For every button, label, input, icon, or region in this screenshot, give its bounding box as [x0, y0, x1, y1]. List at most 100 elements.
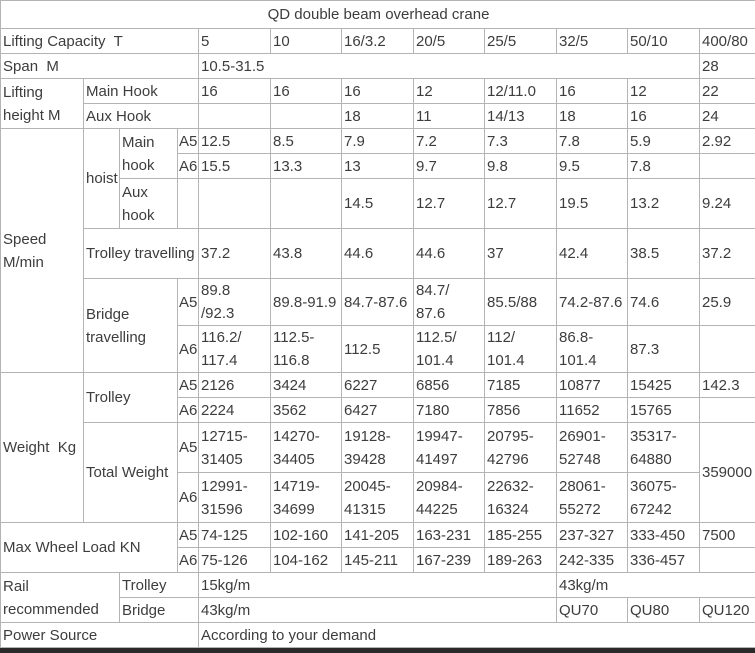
trolley-travelling-value: 37.2 [199, 229, 271, 279]
bridge-a5-value: 84.7-87.6 [342, 279, 414, 326]
main-hook-value: 16 [271, 79, 342, 104]
bridge-a5-value: 89.8 /92.3 [199, 279, 271, 326]
total-weight-a5-value: 14270- 34405 [271, 423, 342, 473]
trolley-weight-a6-value: 11652 [557, 398, 628, 423]
bridge-a6-value: 86.8- 101.4 [557, 326, 628, 373]
max-wheel-a5-value: 237-327 [557, 523, 628, 548]
total-weight-a6-value: 12991- 31596 [199, 473, 271, 523]
total-weight-a6-value: 14719- 34699 [271, 473, 342, 523]
rail-bridge-value-left: 43kg/m [199, 598, 557, 623]
max-wheel-a5-value: 163-231 [414, 523, 485, 548]
trolley-weight-a6-value: 15765 [628, 398, 700, 423]
main-hook-value: 16 [199, 79, 271, 104]
max-wheel-a6-value [700, 548, 755, 573]
main-hook-value: 22 [700, 79, 755, 104]
hoist-aux-value: 12.7 [485, 179, 557, 229]
rail-label: Rail recommended [1, 573, 120, 623]
bridge-a6-value: 87.3 [628, 326, 700, 373]
trolley-weight-label: Trolley [84, 373, 178, 423]
trolley-weight-a6-value: 3562 [271, 398, 342, 423]
hoist-aux-hook-label: Aux hook [120, 179, 178, 229]
main-hook-value: 12 [628, 79, 700, 104]
trolley-travelling-label: Trolley travelling [84, 229, 199, 279]
hoist-main-a6-value: 13 [342, 154, 414, 179]
main-hook-value: 12 [414, 79, 485, 104]
max-wheel-a6-value: 336-457 [628, 548, 700, 573]
total-weight-a5-value: 20795- 42796 [485, 423, 557, 473]
hoist-main-a5-value: 12.5 [199, 129, 271, 154]
trolley-weight-a5-value: 2126 [199, 373, 271, 398]
hoist-aux-value: 12.7 [414, 179, 485, 229]
total-weight-a6-value: 22632- 16324 [485, 473, 557, 523]
hoist-aux-value: 13.2 [628, 179, 700, 229]
a6-label: A6 [178, 548, 199, 573]
trolley-weight-a5-value: 10877 [557, 373, 628, 398]
lifting-capacity-label: Lifting Capacity T [1, 29, 199, 54]
trolley-weight-a6-value [700, 398, 755, 423]
bridge-a6-value: 112.5/ 101.4 [414, 326, 485, 373]
a5-label: A5 [178, 373, 199, 398]
bridge-a6-value: 112/ 101.4 [485, 326, 557, 373]
max-wheel-a6-value: 189-263 [485, 548, 557, 573]
hoist-aux-value: 9.24 [700, 179, 755, 229]
aux-hook-label: Aux Hook [84, 104, 199, 129]
max-wheel-a5-value: 333-450 [628, 523, 700, 548]
lifting-capacity-value: 50/10 [628, 29, 700, 54]
a6-label: A6 [178, 473, 199, 523]
empty-cell [178, 179, 199, 229]
a6-label: A6 [178, 154, 199, 179]
bridge-a5-value: 74.6 [628, 279, 700, 326]
a6-label: A6 [178, 398, 199, 423]
trolley-travelling-value: 42.4 [557, 229, 628, 279]
trolley-travelling-value: 37.2 [700, 229, 755, 279]
bridge-a5-value: 74.2-87.6 [557, 279, 628, 326]
max-wheel-a5-value: 141-205 [342, 523, 414, 548]
a5-label: A5 [178, 523, 199, 548]
bridge-a6-value: 116.2/ 117.4 [199, 326, 271, 373]
rail-bridge-qu80: QU80 [628, 598, 700, 623]
bridge-a6-value [700, 326, 755, 373]
bridge-a6-value: 112.5- 116.8 [271, 326, 342, 373]
lifting-capacity-value: 400/80 [700, 29, 755, 54]
trolley-travelling-value: 44.6 [342, 229, 414, 279]
hoist-main-a5-value: 7.8 [557, 129, 628, 154]
lifting-capacity-value: 25/5 [485, 29, 557, 54]
trolley-weight-a6-value: 7856 [485, 398, 557, 423]
hoist-main-a5-value: 8.5 [271, 129, 342, 154]
main-hook-value: 12/11.0 [485, 79, 557, 104]
hoist-main-a6-value: 7.8 [628, 154, 700, 179]
aux-hook-value: 11 [414, 104, 485, 129]
max-wheel-a6-value: 75-126 [199, 548, 271, 573]
rail-bridge-label: Bridge [120, 598, 199, 623]
aux-hook-value: 14/13 [485, 104, 557, 129]
rail-trolley-label: Trolley [120, 573, 199, 598]
hoist-main-a6-value: 9.7 [414, 154, 485, 179]
total-weight-a6-value: 20984- 44225 [414, 473, 485, 523]
lifting-capacity-value: 20/5 [414, 29, 485, 54]
a6-label: A6 [178, 326, 199, 373]
aux-hook-value [199, 104, 271, 129]
trolley-travelling-value: 38.5 [628, 229, 700, 279]
max-wheel-a5-value: 102-160 [271, 523, 342, 548]
power-source-value: According to your demand [199, 623, 755, 648]
main-hook-value: 16 [557, 79, 628, 104]
trolley-weight-a5-value: 142.3 [700, 373, 755, 398]
max-wheel-a6-value: 242-335 [557, 548, 628, 573]
hoist-aux-value [271, 179, 342, 229]
bridge-a5-value: 89.8-91.9 [271, 279, 342, 326]
total-weight-a6-value: 28061- 55272 [557, 473, 628, 523]
weight-label: Weight Kg [1, 373, 84, 523]
total-weight-label: Total Weight [84, 423, 178, 523]
trolley-weight-a6-value: 7180 [414, 398, 485, 423]
max-wheel-a6-value: 104-162 [271, 548, 342, 573]
aux-hook-value: 16 [628, 104, 700, 129]
span-value: 10.5-31.5 [199, 54, 700, 79]
rail-bridge-qu70: QU70 [557, 598, 628, 623]
hoist-aux-value: 14.5 [342, 179, 414, 229]
hoist-aux-value: 19.5 [557, 179, 628, 229]
trolley-travelling-value: 43.8 [271, 229, 342, 279]
hoist-main-a6-value: 9.5 [557, 154, 628, 179]
max-wheel-load-label: Max Wheel Load KN [1, 523, 178, 573]
bridge-a5-value: 84.7/ 87.6 [414, 279, 485, 326]
